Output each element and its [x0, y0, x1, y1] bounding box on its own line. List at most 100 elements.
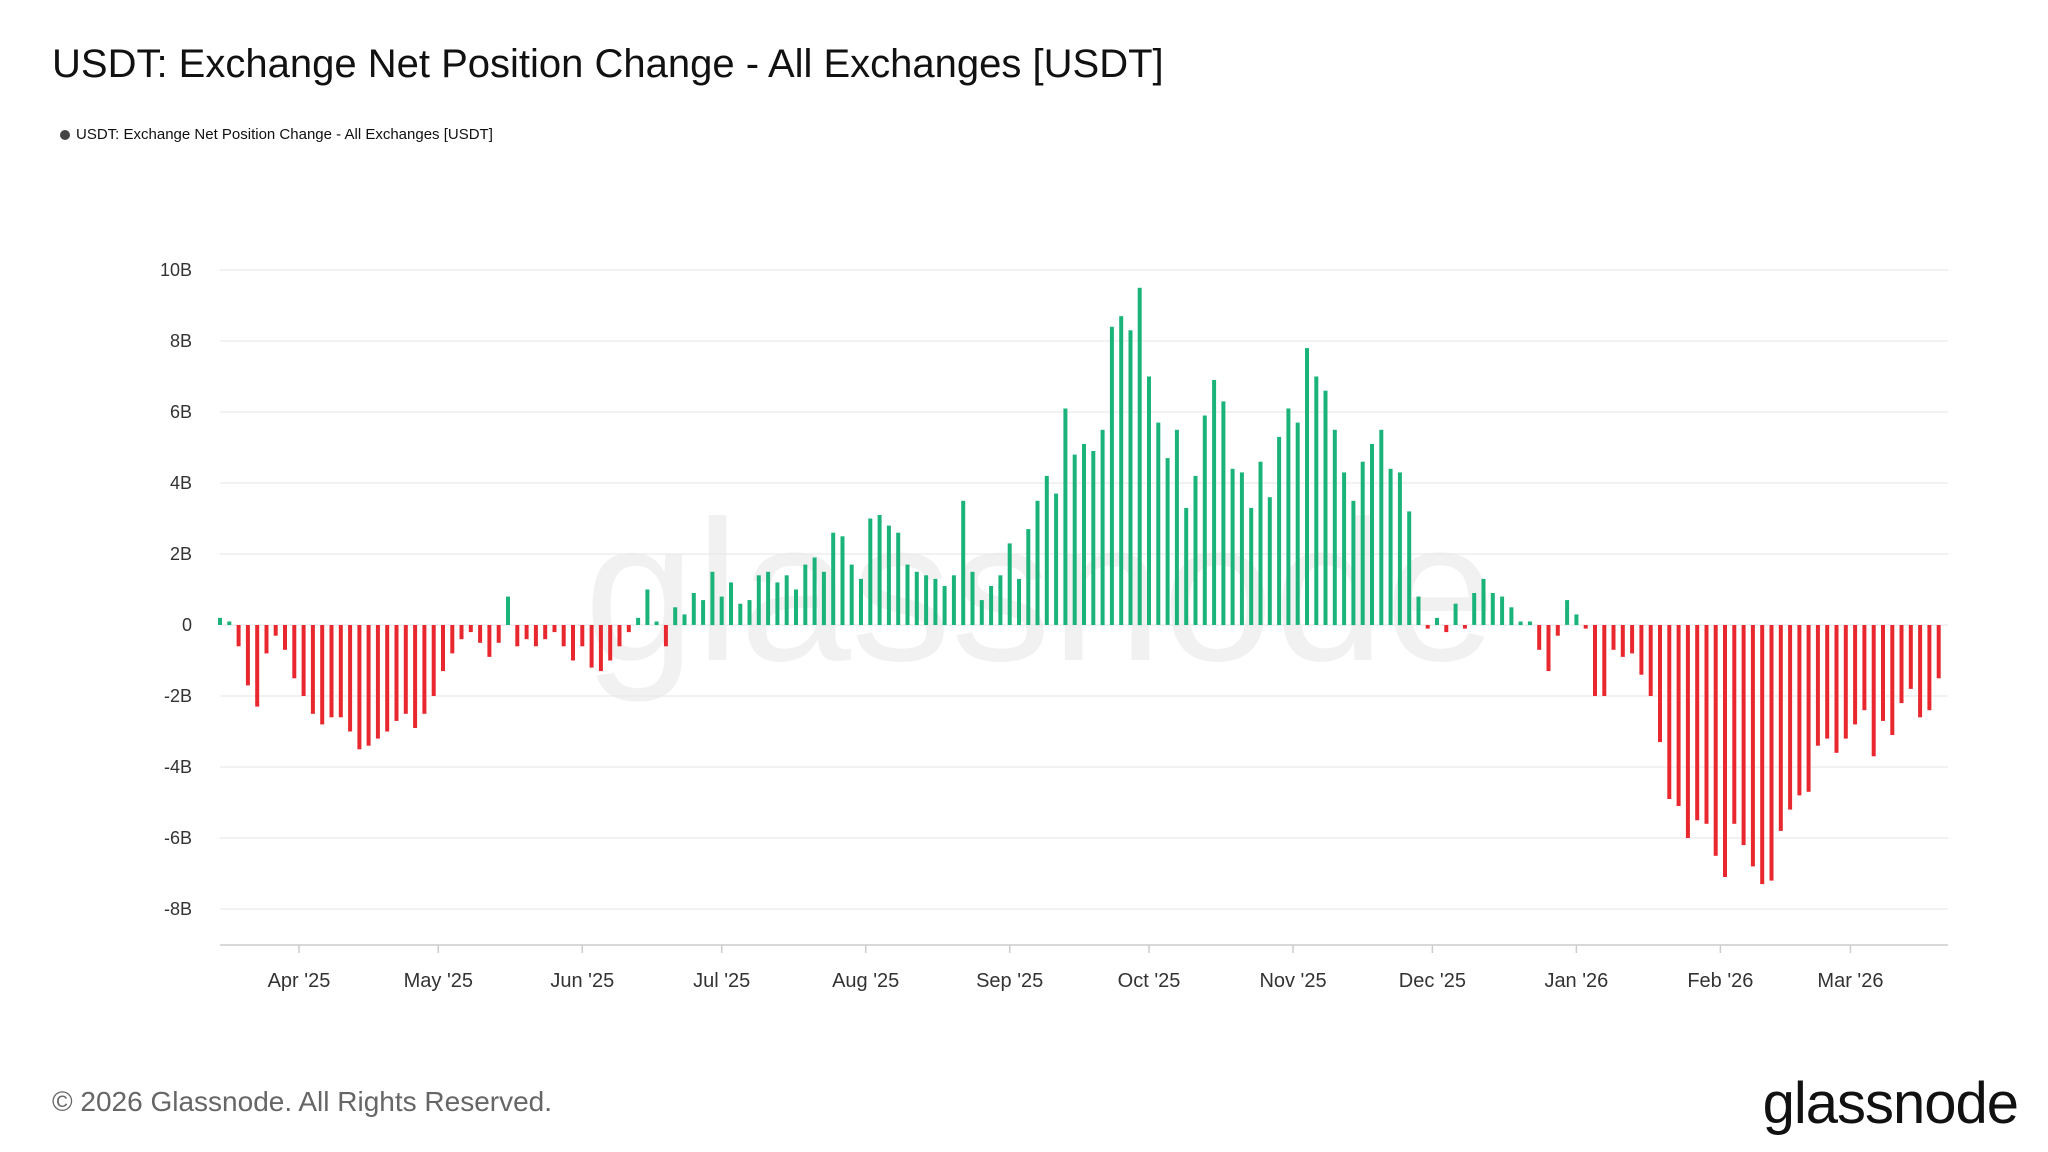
bar[interactable] — [1109, 326, 1114, 625]
bar[interactable] — [1834, 625, 1839, 753]
bar[interactable] — [1277, 436, 1282, 626]
bar[interactable] — [1221, 401, 1226, 626]
bar[interactable] — [1184, 507, 1189, 625]
bar[interactable] — [812, 557, 817, 626]
bar[interactable] — [719, 596, 724, 625]
bar[interactable] — [1462, 625, 1467, 629]
bar[interactable] — [1918, 625, 1923, 718]
bar[interactable] — [951, 575, 956, 625]
bar[interactable] — [478, 625, 483, 643]
bar[interactable] — [1881, 625, 1885, 721]
bar[interactable] — [1500, 596, 1505, 625]
bar[interactable] — [691, 593, 696, 625]
bar[interactable] — [1072, 454, 1077, 625]
bar[interactable] — [1082, 444, 1086, 625]
bar[interactable] — [533, 625, 538, 647]
bar[interactable] — [1574, 614, 1579, 626]
bar[interactable] — [431, 625, 436, 696]
bar[interactable] — [877, 515, 882, 625]
bar[interactable] — [1667, 625, 1672, 799]
bar[interactable] — [283, 625, 287, 650]
bar[interactable] — [589, 625, 594, 668]
bar[interactable] — [1137, 287, 1142, 626]
bar[interactable] — [1026, 529, 1031, 625]
bar[interactable] — [1750, 625, 1755, 867]
bar[interactable] — [1741, 625, 1746, 846]
bar[interactable] — [663, 625, 668, 647]
bar[interactable] — [1044, 475, 1049, 625]
bar[interactable] — [1537, 625, 1542, 650]
bar[interactable] — [924, 575, 929, 625]
bar[interactable] — [1611, 625, 1616, 650]
bar[interactable] — [1806, 625, 1811, 792]
bar[interactable] — [1853, 625, 1858, 725]
bar[interactable] — [1267, 497, 1272, 625]
bar[interactable] — [729, 582, 733, 625]
bar[interactable] — [561, 625, 566, 647]
bar[interactable] — [914, 571, 919, 626]
bar[interactable] — [803, 564, 808, 625]
bar[interactable] — [292, 625, 297, 679]
bar[interactable] — [329, 625, 334, 718]
bar[interactable] — [1397, 472, 1402, 626]
bar[interactable] — [989, 586, 994, 626]
bar[interactable] — [886, 525, 891, 625]
bar[interactable] — [1174, 429, 1179, 626]
bar[interactable] — [673, 607, 678, 626]
bar[interactable] — [738, 603, 743, 625]
bar[interactable] — [218, 617, 222, 625]
bar[interactable] — [1862, 625, 1867, 711]
bar[interactable] — [1472, 593, 1477, 625]
bar[interactable] — [1342, 472, 1347, 626]
bar[interactable] — [236, 625, 241, 647]
legend[interactable]: USDT: Exchange Net Position Change - All… — [60, 126, 493, 143]
bar[interactable] — [468, 625, 473, 633]
bar[interactable] — [1425, 625, 1430, 629]
bar[interactable] — [1760, 625, 1765, 885]
bar[interactable] — [775, 582, 780, 625]
bar[interactable] — [1593, 625, 1597, 696]
bar[interactable] — [227, 621, 232, 626]
bar[interactable] — [626, 625, 631, 633]
bar[interactable] — [496, 625, 501, 643]
bar[interactable] — [320, 625, 325, 725]
bar[interactable] — [1054, 493, 1059, 625]
bar[interactable] — [1007, 543, 1012, 625]
bar[interactable] — [1286, 408, 1291, 626]
bar[interactable] — [1416, 596, 1421, 625]
bar[interactable] — [1435, 617, 1439, 625]
bar[interactable] — [1453, 603, 1458, 625]
bar[interactable] — [1927, 625, 1932, 711]
bar[interactable] — [654, 621, 659, 626]
bar[interactable] — [701, 600, 706, 625]
bar[interactable] — [301, 625, 306, 696]
bar[interactable] — [933, 578, 938, 625]
bar[interactable] — [1565, 600, 1570, 625]
bar[interactable] — [1630, 625, 1635, 654]
bar[interactable] — [422, 625, 427, 714]
bar[interactable] — [273, 625, 278, 636]
bar[interactable] — [598, 625, 603, 672]
bar[interactable] — [394, 625, 399, 721]
bar[interactable] — [1583, 625, 1588, 629]
bar[interactable] — [1407, 511, 1412, 625]
bar[interactable] — [524, 625, 529, 640]
bar[interactable] — [1639, 625, 1644, 675]
bar[interactable] — [1788, 625, 1793, 810]
bar[interactable] — [375, 625, 380, 739]
bar[interactable] — [1128, 330, 1133, 625]
bar[interactable] — [756, 575, 761, 625]
bar[interactable] — [1908, 625, 1913, 689]
bar[interactable] — [998, 575, 1003, 625]
bar[interactable] — [255, 625, 260, 707]
bar[interactable] — [1230, 468, 1235, 625]
bar[interactable] — [784, 575, 789, 625]
bar[interactable] — [580, 625, 585, 647]
bar[interactable] — [1156, 422, 1161, 625]
bar[interactable] — [1704, 625, 1709, 824]
bar[interactable] — [859, 578, 863, 625]
bar[interactable] — [1527, 621, 1532, 626]
bar[interactable] — [636, 617, 641, 625]
bar[interactable] — [849, 564, 854, 625]
bar[interactable] — [942, 586, 947, 626]
